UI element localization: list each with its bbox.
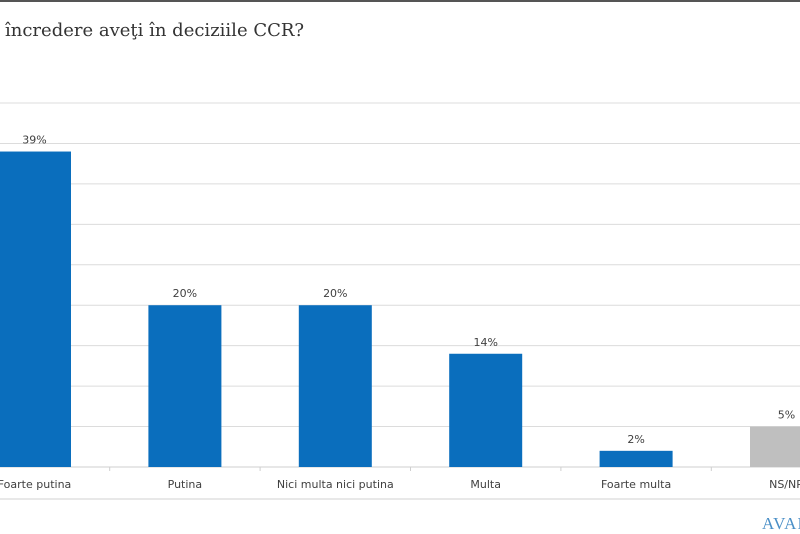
data-label: 20% [173,287,197,300]
bar-2 [298,305,372,467]
category-label: Foarte multa [601,478,671,491]
category-label: Putina [168,478,203,491]
bar-0 [0,151,71,468]
data-label: 20% [323,287,347,300]
chart-title: încredere aveţi în deciziile CCR? [5,20,305,41]
bar-1 [148,305,222,467]
category-label: Multa [470,478,501,491]
data-label: 2% [627,433,644,446]
bar-5 [750,426,800,467]
data-label: 5% [778,409,795,422]
top-border [0,0,800,2]
category-label: Nici multa nici putina [277,478,394,491]
category-label: Foarte putina [0,478,71,491]
data-label: 39% [22,134,46,147]
bar-4 [599,450,673,467]
category-label: NS/NR [769,478,800,491]
bar-3 [449,353,523,467]
logo: AVAN [762,514,800,533]
data-label: 14% [473,336,497,349]
